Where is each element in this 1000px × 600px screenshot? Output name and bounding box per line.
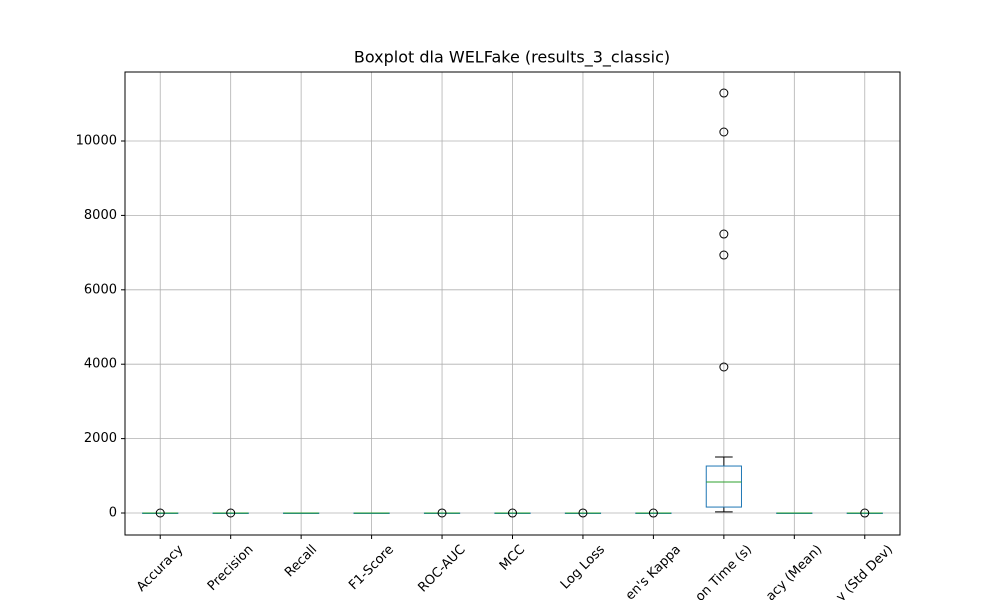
- x-tick-label: ROC-AUC: [415, 542, 468, 595]
- x-tick-label: on Time (s): [693, 542, 755, 600]
- outlier: [155, 508, 165, 518]
- x-tick-label: acy (Mean): [763, 542, 825, 600]
- x-tick-label: Recall: [282, 542, 320, 580]
- x-tick-label: en's Kappa: [623, 542, 684, 600]
- outlier: [719, 362, 729, 372]
- plot-frame: [124, 71, 901, 536]
- outlier: [719, 250, 729, 260]
- y-tick-label: 6000: [84, 282, 117, 297]
- outlier: [860, 508, 870, 518]
- x-tick-label: MCC: [497, 542, 528, 573]
- box: [705, 465, 742, 508]
- x-tick-label: Precision: [205, 542, 257, 594]
- outlier: [578, 508, 588, 518]
- y-tick-label: 8000: [84, 208, 117, 223]
- y-tick-label: 4000: [84, 357, 117, 372]
- outlier: [437, 508, 447, 518]
- y-tick-label: 2000: [84, 431, 117, 446]
- outlier: [719, 229, 729, 239]
- x-tick-label: Accuracy: [134, 542, 187, 595]
- y-tick-label: 10000: [76, 134, 117, 149]
- x-tick-label: Log Loss: [558, 542, 608, 592]
- x-tick-label: F1-Score: [346, 542, 397, 593]
- outlier: [719, 127, 729, 137]
- y-tick-label: 0: [109, 506, 117, 521]
- outlier: [719, 88, 729, 98]
- outlier: [508, 508, 517, 518]
- outlier: [648, 508, 658, 518]
- outlier: [226, 508, 236, 518]
- x-tick-label: y (Std Dev): [834, 542, 897, 600]
- chart-title: Boxplot dla WELFake (results_3_classic): [354, 48, 670, 68]
